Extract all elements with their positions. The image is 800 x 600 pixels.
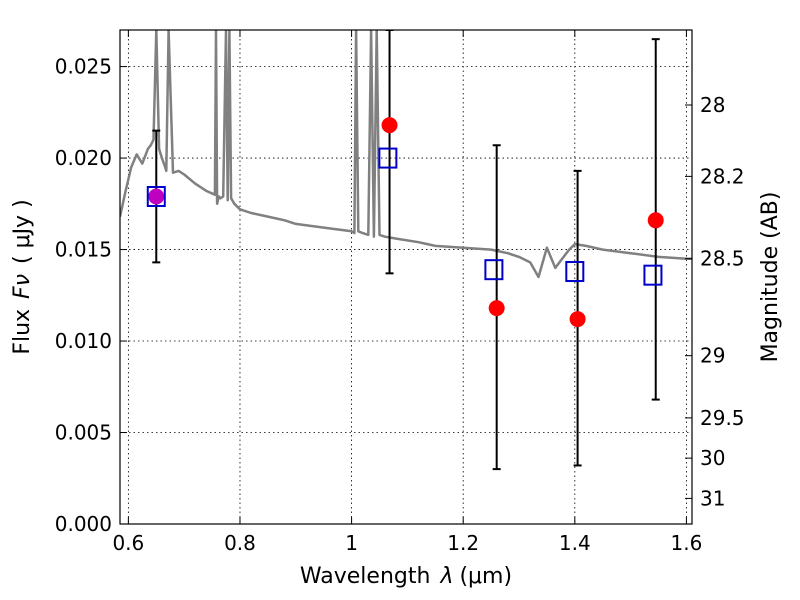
x-axis-label-symbol: λ [439,564,453,589]
plot-frame [119,29,693,525]
model-spectrum-line [120,30,692,279]
y-axis-label-text: Flux [10,309,35,355]
y2-tick-label: 29.5 [700,406,745,430]
data-point-circle [569,311,586,328]
x-axis-label-text: Wavelength [300,564,431,589]
y-axis-label: Flux Fν ( μJy ) [10,199,35,354]
data-point-circle [488,300,505,317]
x-tick-label: 0.8 [224,531,256,555]
axis-ticks: 0.6 0.8 1 1.2 1.4 1.6 0.000 0.005 0.010 0.015 0.02… [55,30,745,555]
x-tick-label: 1.4 [559,531,591,555]
y-tick-label: 0.010 [55,329,112,353]
data-point-circle [647,212,664,229]
y-tick-label: 0.000 [55,512,112,536]
model-point-square [146,185,166,207]
y2-tick-label: 29 [700,344,725,368]
model-point-square [643,264,663,286]
y-tick-label: 0.020 [55,146,112,170]
data-point-circle [148,188,165,205]
y-axis-label-unit: ( μJy ) [10,199,35,264]
model-point-square [378,147,398,169]
x-tick-label: 1.2 [447,531,479,555]
model-point-square [565,261,585,283]
plot-area [120,30,692,471]
grid [120,30,692,525]
y-tick-label: 0.005 [55,421,112,445]
y2-tick-label: 31 [700,486,725,510]
y-tick-label: 0.015 [55,238,112,262]
y2-tick-label: 30 [700,446,725,470]
data-point-circle [381,117,398,134]
model-point-square [484,259,504,281]
y2-tick-label: 28 [700,93,725,117]
x-axis-label: Wavelength λ (μm) [300,564,512,589]
y2-tick-label: 28.2 [700,164,745,188]
y-axis-label-symbol: Fν [10,274,35,299]
y-tick-label: 0.025 [55,55,112,79]
x-tick-label: 1.6 [671,531,703,555]
x-axis-label-unit: (μm) [459,564,512,589]
x-tick-label: 1 [345,531,358,555]
y2-tick-label: 28.5 [700,247,745,271]
x-tick-label: 0.6 [112,531,144,555]
y2-axis-label: Magnitude (AB) [758,192,783,363]
